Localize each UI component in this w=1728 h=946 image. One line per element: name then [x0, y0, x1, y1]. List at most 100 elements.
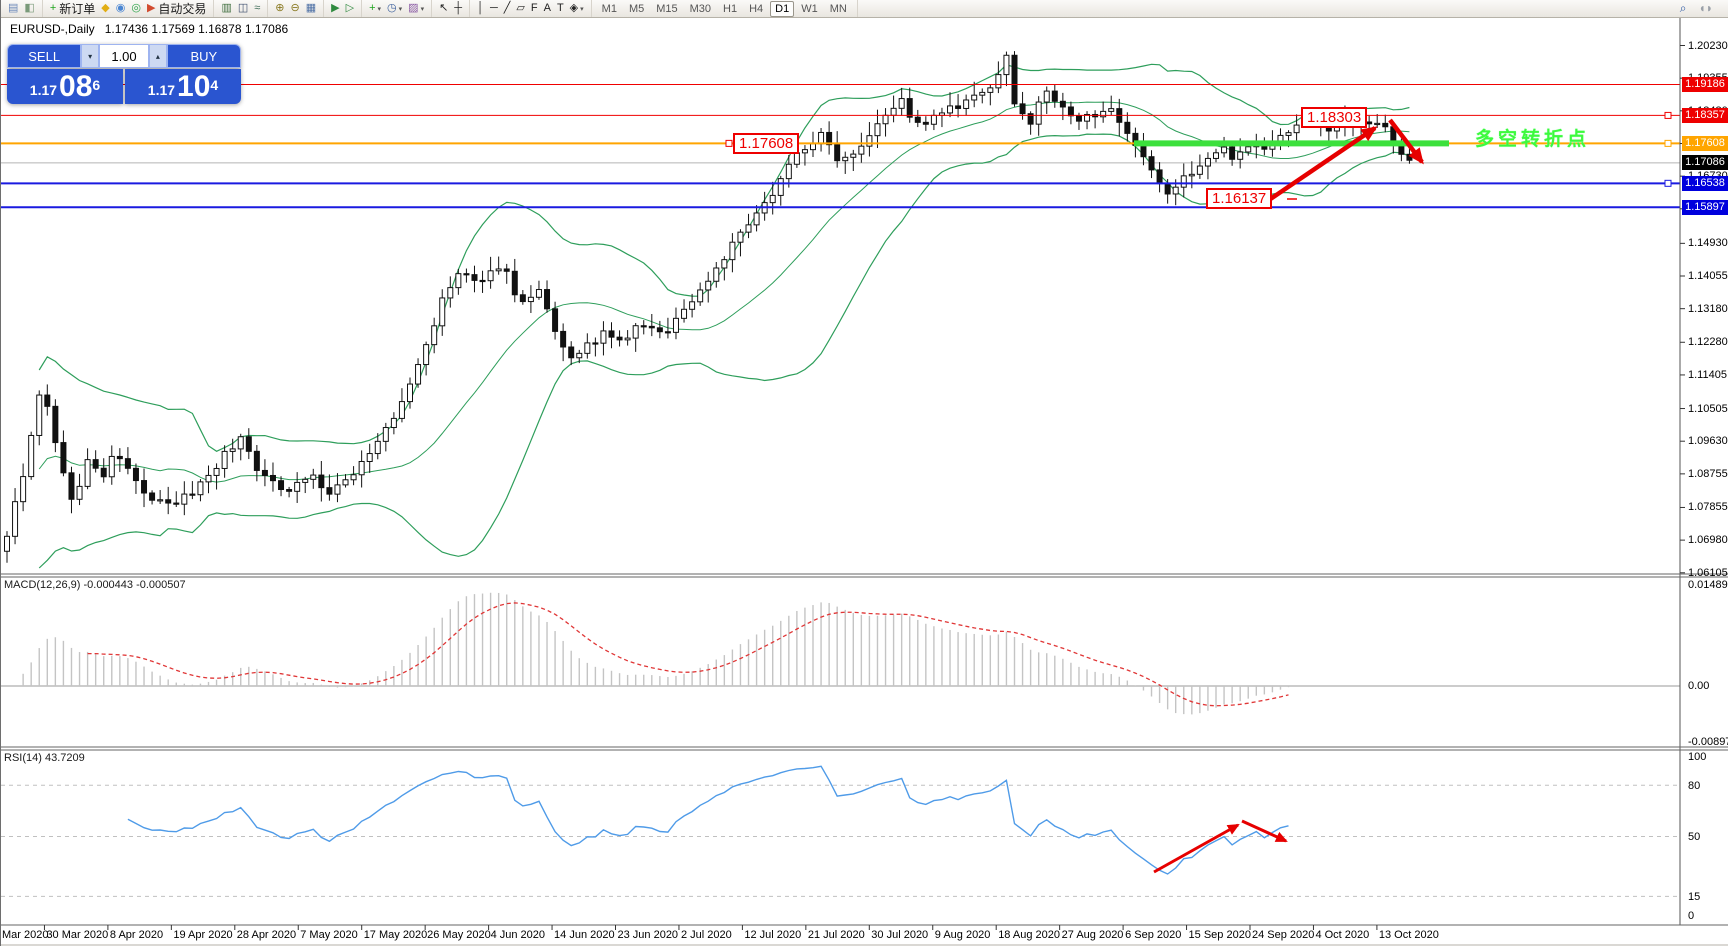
fibonacci-button[interactable]: F	[528, 1, 541, 16]
zoom-in-button[interactable]: ⊕	[272, 1, 287, 16]
macd-signal-line	[87, 602, 1289, 707]
bar-chart-button[interactable]: ▥	[218, 1, 234, 16]
text-icon: A	[543, 2, 551, 14]
timeframe-h1[interactable]: H1	[723, 2, 738, 15]
vertical-line-button[interactable]: │	[474, 1, 487, 16]
horizontal-line-button[interactable]: ─	[487, 1, 501, 16]
bollinger-bands-layer	[38, 63, 1410, 569]
deposit-button[interactable]: ◆	[98, 1, 112, 16]
arrows-button[interactable]: ◈ ▾	[567, 1, 587, 16]
line-chart-button[interactable]: ≈	[251, 1, 263, 16]
turning-point-note[interactable]: 多空转折点	[1475, 129, 1591, 150]
buy-price-big: 10	[177, 70, 211, 103]
text-label-icon: T	[556, 2, 564, 14]
timeframe-w1[interactable]: W1	[801, 2, 818, 15]
line-handle	[1664, 139, 1672, 147]
templates-button[interactable]: ▨ ▾	[405, 1, 427, 16]
crosshair-button[interactable]: ┼	[451, 1, 465, 16]
trend-arrow[interactable]	[1264, 126, 1378, 204]
chart-shift-button[interactable]: ▷	[343, 1, 357, 16]
cursor-button[interactable]: ↖	[436, 1, 451, 16]
volume-decrease-button[interactable]: ▾	[81, 44, 99, 68]
tile-windows-button[interactable]: ▦	[303, 1, 319, 16]
line-handle	[1664, 179, 1672, 187]
bollinger-lower	[38, 133, 1410, 569]
timeframe-m30[interactable]: M30	[689, 2, 712, 15]
candles-layer	[4, 51, 1413, 563]
chevron-down-icon: ▾	[88, 51, 93, 61]
price-label-box-17608[interactable]: 1.17608	[733, 133, 800, 154]
timeframe-m15[interactable]: M15	[656, 2, 678, 15]
cursor-icon: ↖	[439, 2, 449, 14]
candlestick-chart-button[interactable]: ◫	[235, 1, 251, 16]
periods-button[interactable]: ◷ ▾	[384, 1, 405, 16]
buy-price[interactable]: 1.17 10 4	[125, 69, 241, 104]
arrows-icon: ◈	[569, 2, 579, 14]
buy-price-sup: 4	[210, 77, 219, 93]
chevron-down-icon[interactable]: ▾	[580, 5, 584, 13]
chevron-down-icon[interactable]: ▾	[398, 5, 403, 13]
auto-trading-icon: ▶	[146, 2, 156, 14]
trendline-icon: ╱	[503, 2, 511, 14]
equidistant-channel-button[interactable]: ▱	[513, 1, 527, 16]
trend-arrow[interactable]	[1388, 118, 1424, 165]
support-zone-bar[interactable]	[1134, 140, 1449, 147]
buy-button[interactable]: BUY	[166, 44, 241, 68]
new-chart-button[interactable]: ▤	[5, 1, 21, 16]
new-chart-icon: ▤	[8, 2, 19, 14]
horizontal-line-icon: ─	[489, 2, 498, 14]
volume-increase-button[interactable]: ▴	[149, 44, 167, 68]
fibonacci-icon: F	[530, 2, 538, 14]
rsi-line	[127, 765, 1289, 875]
new-order-button[interactable]: + 新订单	[47, 1, 98, 16]
text-label-button[interactable]: T	[554, 1, 567, 16]
auto-scroll-icon: ▶	[331, 2, 340, 14]
volume-input[interactable]	[99, 44, 149, 68]
chevron-down-icon[interactable]: ▾	[377, 5, 382, 13]
community-button[interactable]: ◉	[113, 1, 129, 16]
auto-trading-label: 自动交易	[158, 2, 207, 16]
sell-price-prefix: 1.17	[29, 82, 58, 98]
auto-scroll-button[interactable]: ▶	[328, 1, 342, 16]
trend-arrows-layer	[1153, 118, 1424, 874]
indicators-button[interactable]: + ▾	[366, 1, 384, 16]
timeframe-h4[interactable]: H4	[749, 2, 764, 15]
timeframe-m1[interactable]: M1	[601, 2, 617, 15]
timeframe-m5[interactable]: M5	[628, 2, 645, 15]
toolbar-group: ▶ ▷	[324, 0, 363, 17]
community-icon: ◉	[115, 2, 126, 14]
templates-icon: ▨	[408, 2, 419, 14]
symbol-period-label: EURUSD-,Daily	[10, 22, 95, 36]
green-zone-layer	[1134, 140, 1449, 147]
rsi-trend-arrow[interactable]	[1153, 823, 1240, 874]
signals-button[interactable]: ◎	[128, 1, 144, 16]
chart-shift-icon: ▷	[345, 2, 355, 14]
search-icon[interactable]: ⌕	[1679, 1, 1687, 15]
sell-price[interactable]: 1.17 08 6	[7, 69, 123, 104]
deposit-icon: ◆	[101, 2, 110, 14]
auto-trading-button[interactable]: ▶ 自动交易	[144, 1, 209, 16]
timeframe-d1[interactable]: D1	[770, 0, 795, 17]
zoom-out-button[interactable]: ⊖	[288, 1, 303, 16]
tile-windows-icon: ▦	[305, 2, 317, 14]
price-label-box-16137[interactable]: 1.16137	[1206, 188, 1273, 209]
toolbar-group: + 新订单 ◆ ◉ ◎ ▶ 自动交易	[43, 0, 215, 17]
new-order-label: 新订单	[59, 2, 96, 16]
sell-button[interactable]: SELL	[7, 44, 82, 68]
timeframe-mn[interactable]: MN	[829, 2, 847, 15]
vertical-line-icon: │	[477, 2, 484, 14]
equidistant-channel-icon: ▱	[516, 2, 525, 14]
trendline-button[interactable]: ╱	[501, 1, 514, 16]
profiles-icon: ◧	[24, 2, 35, 14]
profiles-button[interactable]: ◧	[21, 1, 37, 16]
rsi-trend-arrow[interactable]	[1241, 819, 1288, 843]
text-button[interactable]: A	[541, 1, 554, 16]
macd-indicator-label: MACD(12,26,9) -0.000443 -0.000507	[4, 579, 186, 591]
macd-layer	[1, 592, 1680, 715]
chat-icon[interactable]: ◖◗	[1698, 1, 1714, 15]
toolbar-right-icons: ⌕ ◖◗	[1680, 1, 1728, 16]
chevron-down-icon[interactable]: ▾	[420, 5, 425, 13]
price-label-box-18303[interactable]: 1.18303	[1301, 107, 1368, 128]
